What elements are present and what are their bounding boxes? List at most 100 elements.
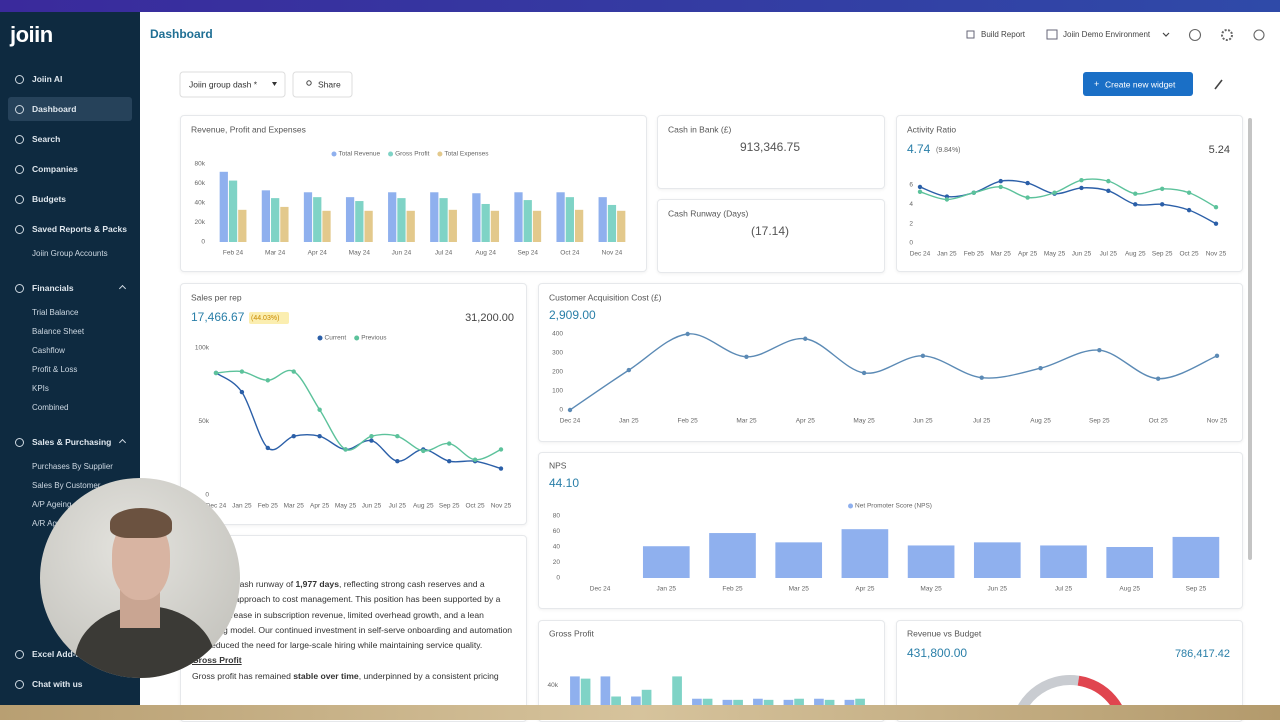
x-tick-label: Apr 25 bbox=[310, 503, 330, 510]
x-tick-label: Dec 24 bbox=[910, 251, 931, 258]
x-tick-label: Aug 24 bbox=[475, 250, 496, 257]
nav-item[interactable]: Combined bbox=[32, 403, 69, 412]
bar bbox=[672, 676, 682, 720]
widget[interactable] bbox=[657, 115, 885, 189]
bar bbox=[397, 198, 406, 242]
bar bbox=[565, 197, 574, 242]
bar bbox=[313, 197, 322, 242]
gauge-actual bbox=[1011, 675, 1080, 720]
x-tick-label: Mar 25 bbox=[736, 418, 757, 425]
point bbox=[343, 447, 348, 452]
badge bbox=[249, 312, 289, 324]
bar bbox=[598, 197, 607, 242]
point bbox=[1186, 207, 1192, 213]
point bbox=[239, 369, 245, 374]
point bbox=[917, 184, 923, 190]
kpi-previous: 5.24 bbox=[1209, 144, 1230, 156]
legend-label: Net Promoter Score (NPS) bbox=[855, 503, 932, 510]
bar bbox=[574, 209, 584, 242]
legend: Total Revenue Gross Profit Total Expenses bbox=[331, 151, 489, 158]
nav-item[interactable]: Sales & Purchasing bbox=[0, 427, 140, 457]
nav-bottom: Excel Add-in Chat with us bbox=[0, 639, 140, 699]
x-tick-label: Dec 24 bbox=[590, 586, 611, 593]
build-report[interactable]: Build Report bbox=[981, 30, 1026, 39]
nav-item[interactable]: Excel Add-in bbox=[0, 639, 140, 669]
settings-icon[interactable] bbox=[1221, 29, 1233, 41]
help-icon[interactable] bbox=[1188, 28, 1202, 42]
y-tick-label: 60 bbox=[553, 528, 561, 535]
widget[interactable] bbox=[538, 452, 1243, 609]
point bbox=[1025, 180, 1030, 186]
x-tick-label: Jul 24 bbox=[435, 250, 453, 257]
x-tick-label: Mar 25 bbox=[991, 251, 1012, 258]
dashboard-select[interactable] bbox=[179, 71, 286, 98]
bar bbox=[345, 197, 355, 242]
nav-item[interactable]: Sales By Customer bbox=[32, 481, 101, 490]
nav-item[interactable]: Financials bbox=[0, 273, 140, 303]
environment-select[interactable]: Joiin Demo Environment bbox=[1063, 30, 1151, 39]
widget[interactable] bbox=[896, 115, 1243, 272]
point bbox=[1079, 185, 1084, 191]
x-tick-label: May 25 bbox=[335, 503, 357, 510]
nav-item[interactable]: Joiin Group Accounts bbox=[32, 249, 108, 258]
nav-item[interactable]: A/P Ageing bbox=[32, 500, 72, 509]
point bbox=[498, 466, 504, 471]
x-tick-label: Jan 25 bbox=[937, 251, 957, 258]
nav-item[interactable]: KPIs bbox=[32, 384, 49, 393]
nav-item[interactable]: Joiin AI bbox=[0, 64, 140, 94]
point bbox=[1079, 177, 1084, 183]
x-tick-label: Aug 25 bbox=[413, 503, 434, 510]
point bbox=[1038, 366, 1043, 371]
point bbox=[803, 336, 808, 341]
bar bbox=[261, 190, 271, 242]
power-icon[interactable] bbox=[1253, 29, 1265, 41]
point bbox=[917, 189, 923, 194]
nav-item[interactable]: A/R Ageing bbox=[32, 519, 73, 528]
legend: Current Previous bbox=[317, 335, 387, 342]
widget-title: Gross Profit bbox=[549, 628, 595, 638]
share-button[interactable] bbox=[292, 71, 353, 98]
nav-item[interactable]: Saved Reports & Packs bbox=[0, 214, 140, 244]
x-tick-label: Nov 25 bbox=[1207, 418, 1228, 425]
nav-item[interactable]: Profit & Loss bbox=[32, 365, 78, 374]
top-bar bbox=[0, 0, 1280, 12]
nav-item[interactable]: Dashboard bbox=[8, 97, 132, 121]
x-tick-label: May 25 bbox=[920, 586, 942, 593]
x-tick-label: Jul 25 bbox=[389, 503, 407, 510]
bar bbox=[907, 545, 955, 578]
edit-icon[interactable] bbox=[1214, 79, 1223, 90]
point bbox=[944, 197, 950, 202]
point bbox=[317, 434, 322, 439]
nav-item[interactable]: Companies bbox=[0, 154, 140, 184]
nav-item[interactable]: Balance Sheet bbox=[32, 327, 85, 336]
nav-item[interactable]: Chat with us bbox=[0, 669, 140, 699]
kpi-value: 17,466.67 bbox=[191, 310, 245, 324]
x-tick-label: Dec 24 bbox=[206, 503, 227, 510]
commentary: We have a cash runway of 1,977 days, ref… bbox=[192, 577, 514, 684]
nav-item[interactable]: Search bbox=[0, 124, 140, 154]
logo[interactable]: joiin bbox=[10, 22, 53, 47]
nav-item[interactable]: Cashflow bbox=[32, 346, 65, 355]
widget[interactable] bbox=[180, 283, 527, 525]
gauge-remaining bbox=[1077, 675, 1129, 720]
scrollbar[interactable] bbox=[1248, 118, 1252, 560]
icon bbox=[306, 80, 312, 86]
create-widget-button[interactable] bbox=[1083, 72, 1193, 96]
bar bbox=[1040, 545, 1087, 578]
bar bbox=[238, 209, 247, 242]
nav-item[interactable]: Budgets bbox=[0, 184, 140, 214]
widget-title: Sales per rep bbox=[191, 292, 242, 302]
kpi-change: (44.03%) bbox=[251, 315, 279, 322]
widget[interactable] bbox=[657, 199, 885, 273]
dashboard-select-label: Joiin group dash * bbox=[189, 79, 258, 89]
line bbox=[215, 369, 502, 461]
x-tick-label: Sep 25 bbox=[1089, 418, 1110, 425]
bar bbox=[303, 192, 313, 242]
x-tick-label: Dec 24 bbox=[560, 418, 581, 425]
legend-swatch bbox=[331, 151, 337, 157]
point bbox=[1159, 202, 1165, 207]
widget[interactable] bbox=[180, 115, 647, 272]
point bbox=[421, 448, 426, 454]
nav-item[interactable]: Purchases By Supplier bbox=[32, 462, 113, 471]
nav-item[interactable]: Trial Balance bbox=[32, 308, 79, 317]
